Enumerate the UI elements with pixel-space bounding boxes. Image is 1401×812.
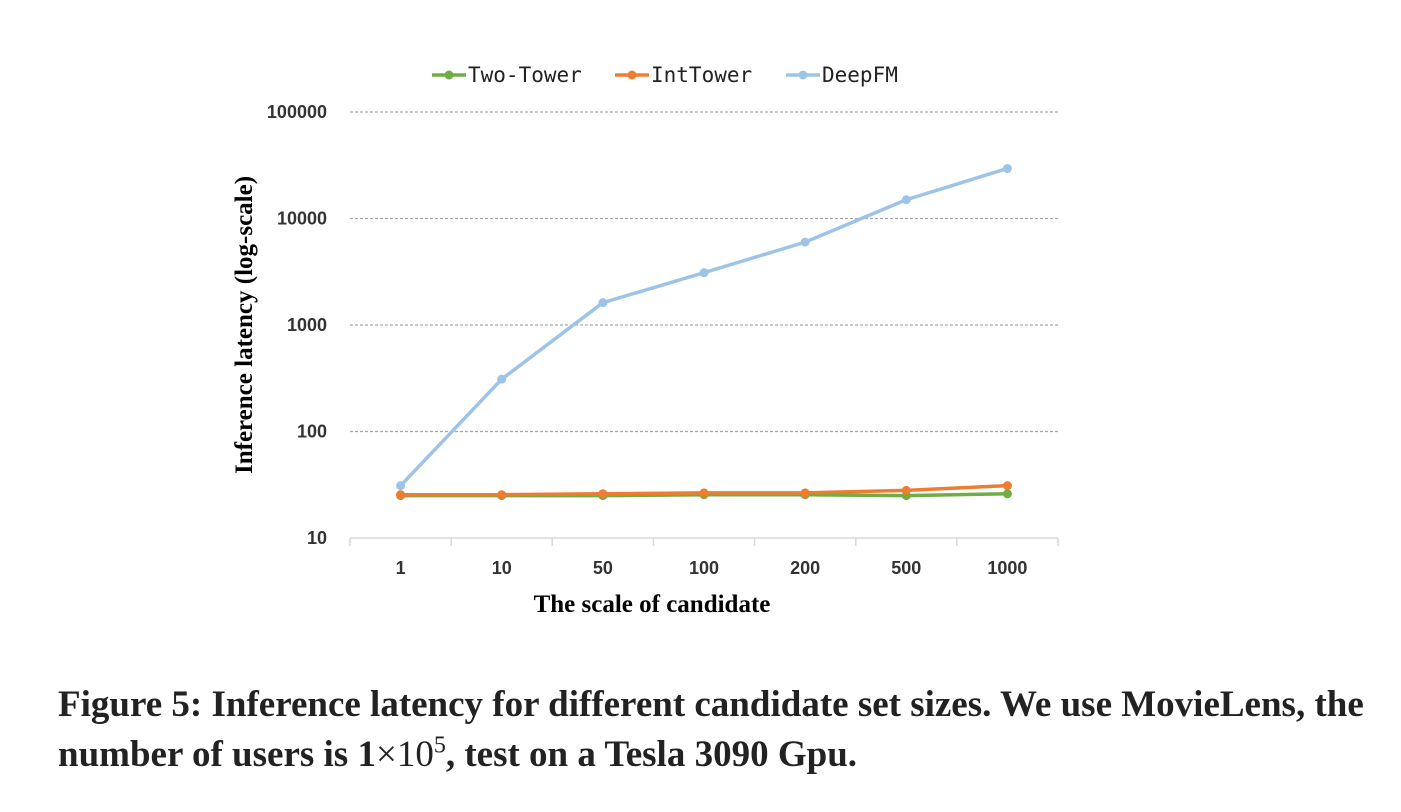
y-tick-label: 1000 — [287, 315, 327, 335]
y-axis-title: Inference latency (log-scale) — [231, 176, 258, 474]
legend-marker-inttower — [627, 70, 637, 80]
y-tick-label: 100 — [297, 422, 327, 442]
caption-text-end: , test on a Tesla 3090 Gpu. — [445, 734, 858, 775]
y-tick-label: 10000 — [277, 209, 327, 229]
legend-marker-two-tower — [444, 70, 454, 80]
data-point-inttower — [1002, 481, 1012, 491]
data-point-deepfm — [1002, 163, 1012, 173]
caption-times: ×10 — [375, 734, 434, 775]
caption-exponent: 5 — [433, 732, 446, 759]
caption-label: Figure 5: — [58, 684, 203, 725]
x-axis-tick-labels: 1 10 50 100 200 500 1000 — [396, 558, 1028, 578]
caption-text: Inference latency for different candidat… — [58, 684, 1364, 775]
data-point-deepfm — [901, 195, 911, 205]
data-point-deepfm — [699, 268, 709, 278]
legend-label-deepfm: DeepFM — [822, 63, 898, 87]
y-axis-tick-labels: 10 100 1000 10000 100000 — [267, 102, 327, 548]
data-point-inttower — [497, 490, 507, 500]
series-line-deepfm — [399, 166, 1008, 487]
y-tick-label: 10 — [307, 528, 327, 548]
data-point-inttower — [396, 490, 406, 500]
data-point-two-tower — [1002, 489, 1012, 499]
x-tick-label: 1000 — [987, 558, 1027, 578]
data-point-deepfm — [497, 374, 507, 384]
x-tick-label: 500 — [891, 558, 921, 578]
x-axis — [349, 537, 1059, 546]
data-point-deepfm — [800, 237, 810, 247]
legend-label-two-tower: Two-Tower — [468, 63, 582, 87]
legend-label-inttower: IntTower — [651, 63, 752, 87]
data-point-inttower — [901, 485, 911, 495]
legend-marker-deepfm — [798, 70, 808, 80]
gridlines — [350, 111, 1058, 433]
x-tick-label: 50 — [593, 558, 613, 578]
x-tick-label: 200 — [790, 558, 820, 578]
series-lines — [396, 163, 1012, 501]
data-point-inttower — [800, 488, 810, 498]
y-tick-label: 100000 — [267, 102, 327, 122]
data-point-deepfm — [598, 298, 608, 308]
legend: Two-Tower IntTower DeepFM — [432, 63, 898, 87]
x-tick-label: 100 — [689, 558, 719, 578]
x-tick-label: 1 — [396, 558, 406, 578]
x-tick-label: 10 — [492, 558, 512, 578]
data-point-deepfm — [396, 481, 406, 491]
figure-caption: Figure 5: Inference latency for differen… — [58, 680, 1378, 780]
data-point-inttower — [598, 489, 608, 499]
x-axis-title: The scale of candidate — [534, 591, 771, 618]
data-point-inttower — [699, 488, 709, 498]
